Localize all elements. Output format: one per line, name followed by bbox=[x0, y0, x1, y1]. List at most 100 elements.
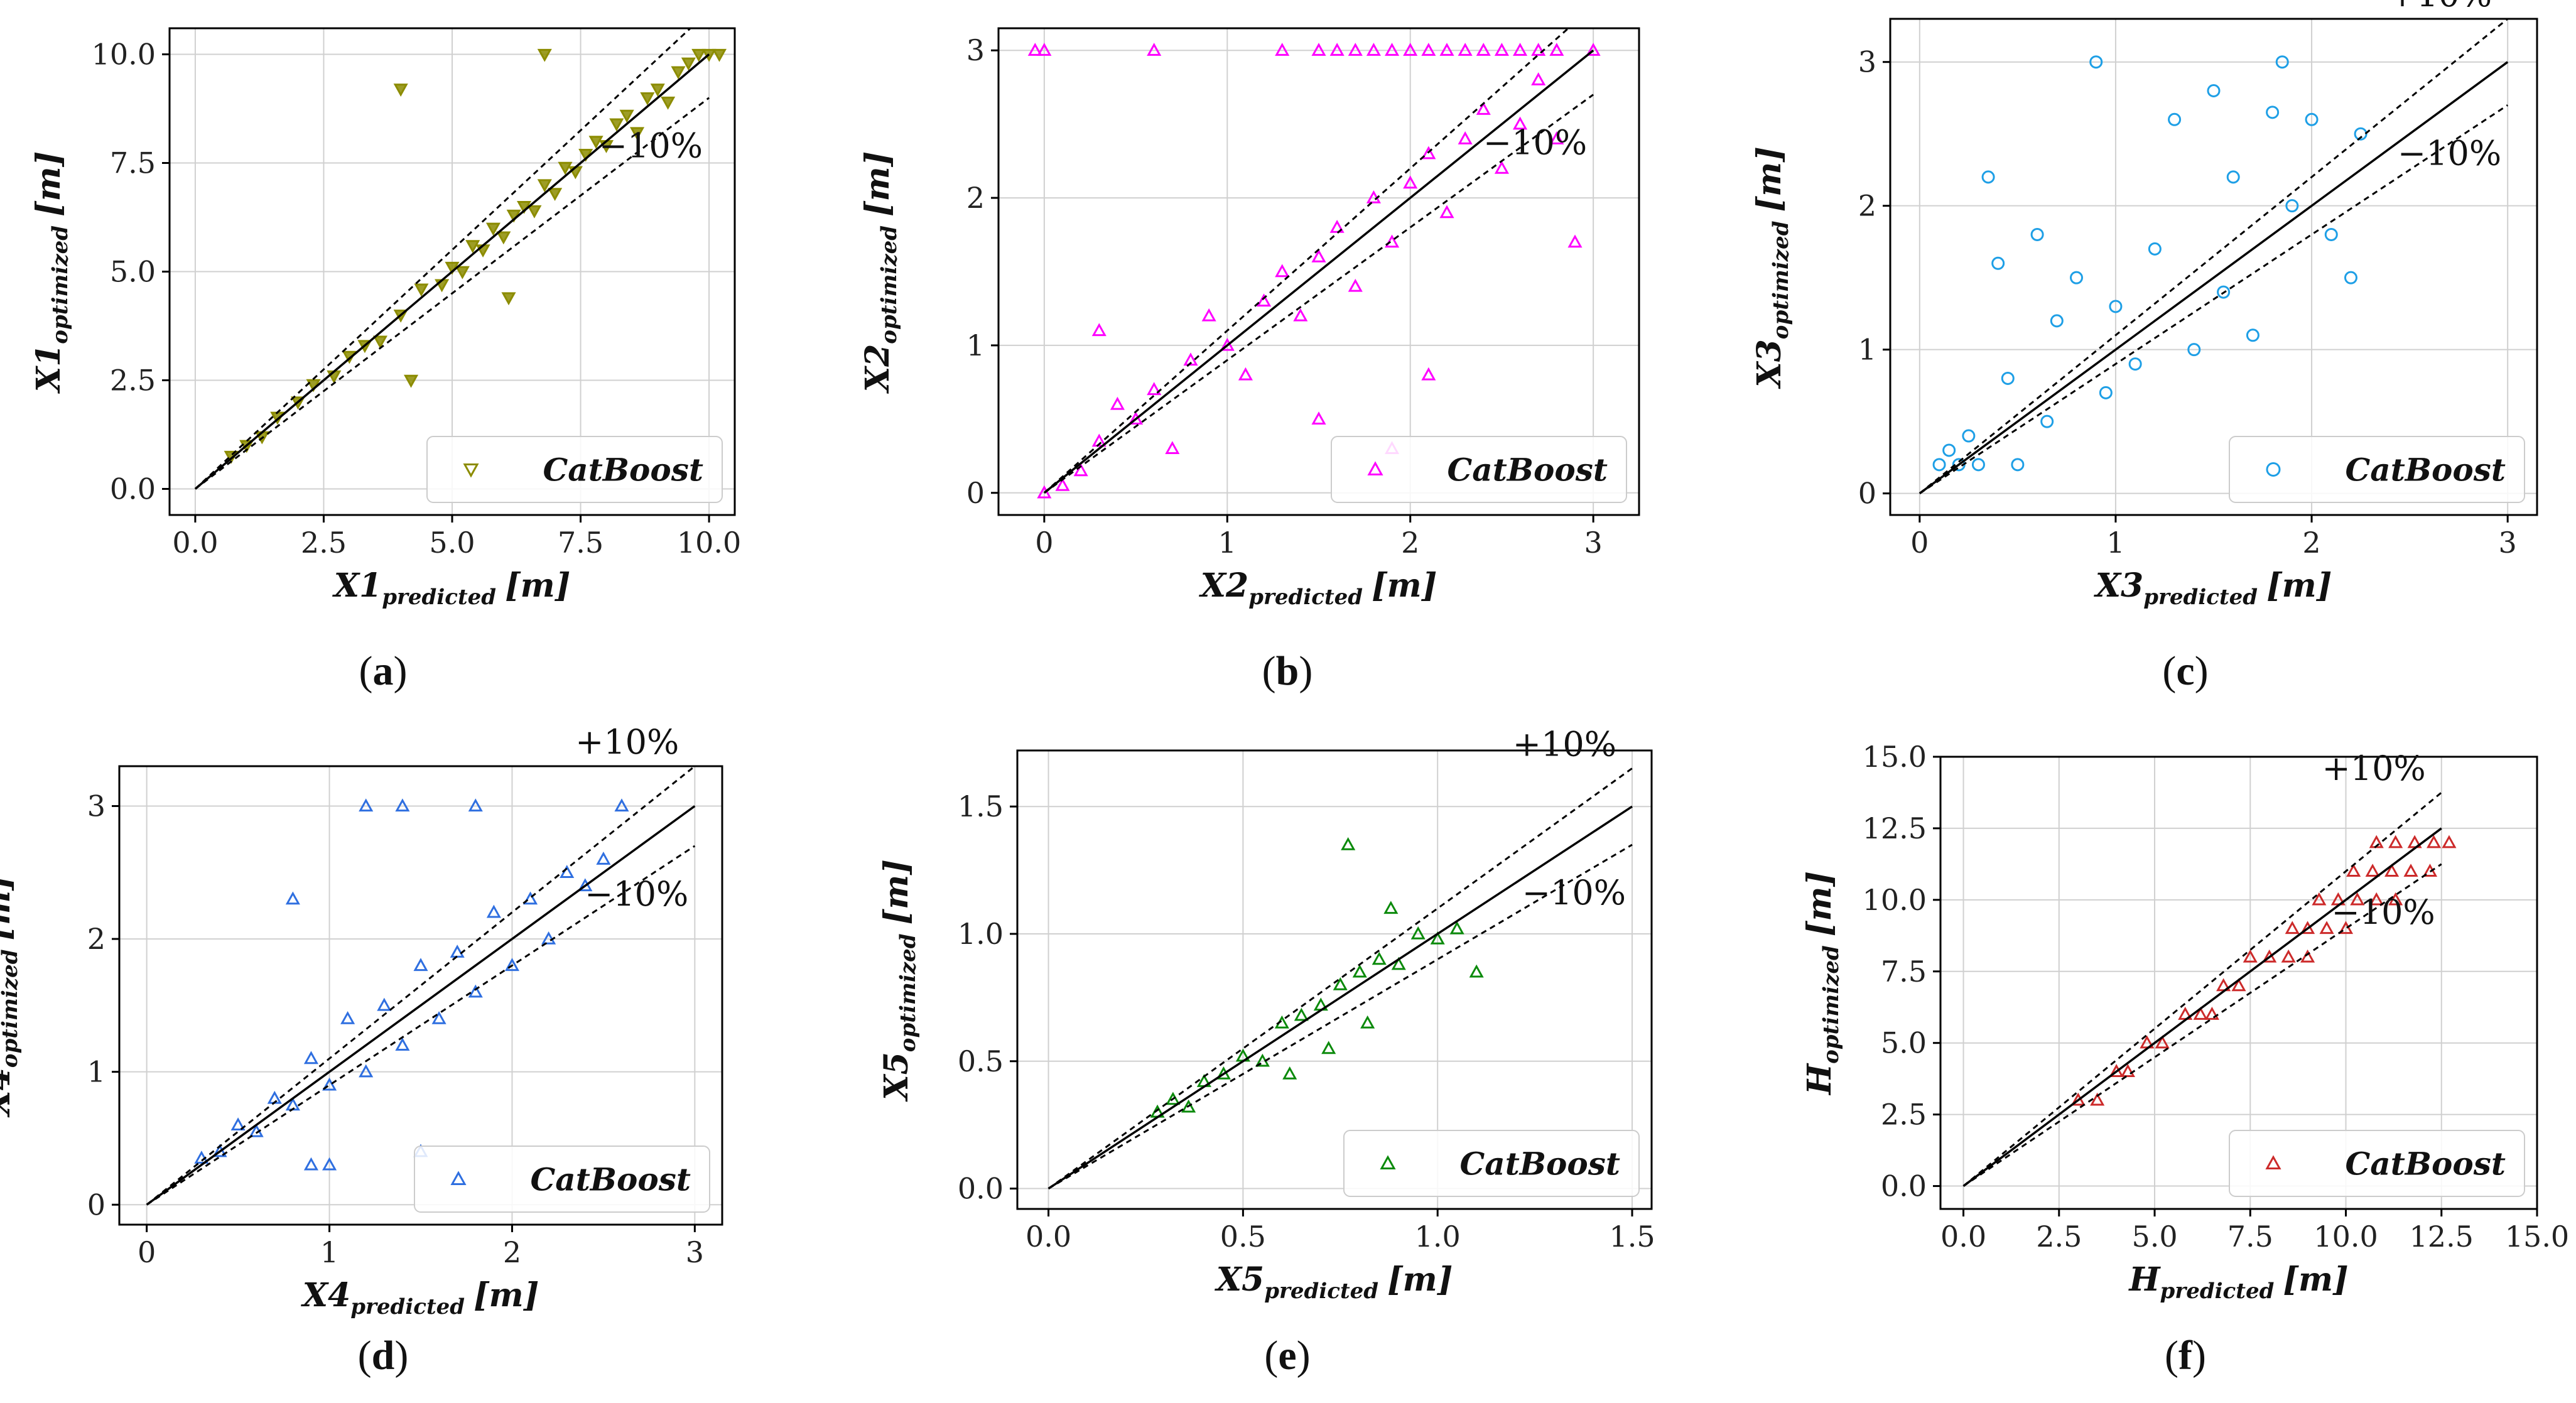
data-point bbox=[403, 374, 419, 388]
caption-letter: e bbox=[1278, 1333, 1296, 1379]
data-point bbox=[322, 1077, 337, 1091]
data-point bbox=[465, 240, 480, 254]
data-point bbox=[2011, 458, 2025, 472]
data-point bbox=[1494, 43, 1509, 56]
data-point bbox=[1110, 396, 1125, 410]
data-point bbox=[468, 984, 483, 998]
data-point bbox=[681, 57, 696, 71]
y-tick-label: 2 bbox=[966, 181, 985, 215]
data-point bbox=[1421, 43, 1436, 56]
data-point bbox=[2384, 864, 2400, 877]
data-point bbox=[431, 1010, 446, 1024]
y-axis-label: Hoptimized [m] bbox=[1800, 871, 1844, 1096]
data-point bbox=[1311, 249, 1326, 263]
identity-line bbox=[1962, 827, 2442, 1187]
panel-caption: (f) bbox=[2165, 1333, 2206, 1379]
data-point bbox=[1567, 234, 1583, 248]
minus-10-annotation: −10% bbox=[2331, 892, 2435, 932]
data-point bbox=[537, 48, 552, 62]
data-point bbox=[2030, 227, 2044, 241]
y-tick-label: 1 bbox=[87, 1055, 106, 1089]
data-point bbox=[661, 96, 676, 110]
y-tick-label: 2.5 bbox=[1881, 1098, 1927, 1132]
plus-10-line bbox=[1962, 791, 2442, 1187]
data-point bbox=[1421, 367, 1436, 381]
data-point bbox=[2324, 227, 2338, 241]
y-tick-label: 3 bbox=[966, 33, 985, 67]
caption-open-paren: ( bbox=[1264, 1333, 1278, 1379]
caption-open-paren: ( bbox=[359, 648, 373, 694]
data-point bbox=[1073, 463, 1088, 477]
y-tick-label: 3 bbox=[1858, 45, 1876, 79]
data-point bbox=[377, 997, 392, 1011]
data-point bbox=[1586, 43, 1601, 56]
data-point bbox=[1201, 308, 1216, 322]
data-point bbox=[1469, 964, 1484, 978]
data-point bbox=[609, 118, 624, 132]
y-tick-label: 1.5 bbox=[958, 789, 1004, 823]
identity-line bbox=[1918, 61, 2509, 495]
x-tick-label: 2 bbox=[503, 1235, 521, 1269]
x-axis-label-sub: predicted bbox=[382, 585, 496, 610]
data-point bbox=[2089, 55, 2103, 69]
y-tick-label: 1 bbox=[966, 328, 985, 362]
minus-10-line bbox=[1047, 843, 1633, 1189]
x-tick-label: 2 bbox=[1401, 526, 1419, 560]
data-point bbox=[1329, 43, 1345, 56]
data-point bbox=[1971, 458, 1985, 472]
x-tick-label: 2.5 bbox=[301, 526, 347, 560]
x-tick-label: 15.0 bbox=[2505, 1220, 2569, 1254]
data-point bbox=[2226, 170, 2240, 184]
caption-close-paren: ) bbox=[394, 1333, 408, 1379]
legend-marker bbox=[1380, 1155, 1396, 1169]
data-point bbox=[1531, 72, 1546, 85]
legend-marker bbox=[2265, 1155, 2281, 1169]
x-axis-label-unit: [m] bbox=[505, 566, 570, 605]
panel-b: 01230123X2predicted[m]X2optimized[m]+10%… bbox=[858, 0, 1640, 694]
data-point bbox=[1403, 175, 1418, 189]
x-axis-label: X1predicted [m] bbox=[332, 566, 571, 610]
x-axis-label-main: X1 bbox=[332, 566, 382, 605]
plus-10-annotation: +10% bbox=[2388, 0, 2492, 14]
data-point bbox=[2300, 921, 2315, 934]
plus-10-line bbox=[1918, 19, 2509, 494]
panel-caption: (a) bbox=[359, 648, 408, 694]
x-axis-label: Hpredicted [m] bbox=[2128, 1260, 2348, 1304]
y-tick-label: 3 bbox=[87, 789, 106, 823]
data-point bbox=[1531, 43, 1546, 56]
x-tick-label: 3 bbox=[1584, 526, 1603, 560]
data-point bbox=[2099, 386, 2113, 399]
data-point bbox=[1321, 1041, 1336, 1054]
data-point bbox=[1128, 411, 1144, 425]
identity-line bbox=[1047, 805, 1633, 1190]
data-point bbox=[1366, 43, 1381, 56]
panel-caption: (c) bbox=[2162, 648, 2208, 694]
data-point bbox=[1220, 337, 1235, 351]
data-point bbox=[527, 205, 542, 219]
x-tick-label: 0 bbox=[1910, 526, 1929, 560]
legend-box bbox=[426, 436, 723, 503]
data-point bbox=[2168, 112, 2182, 126]
data-point bbox=[1403, 43, 1418, 56]
data-point bbox=[1932, 458, 1946, 472]
x-axis-label-unit: [m] bbox=[474, 1276, 539, 1314]
data-point bbox=[1439, 205, 1454, 219]
plot-frame bbox=[997, 27, 1640, 516]
x-tick-label: 3 bbox=[686, 1235, 704, 1269]
data-point bbox=[1293, 308, 1308, 322]
minus-10-line bbox=[1918, 104, 2509, 494]
x-tick-label: 1 bbox=[2106, 526, 2124, 560]
caption-letter: d bbox=[372, 1333, 395, 1379]
data-point bbox=[1181, 1099, 1196, 1113]
minus-10-line bbox=[195, 97, 710, 490]
data-point bbox=[548, 188, 563, 202]
minus-10-annotation: −10% bbox=[585, 874, 688, 914]
plus-10-line bbox=[1043, 28, 1570, 494]
data-point bbox=[2305, 112, 2319, 126]
legend-box bbox=[1331, 436, 1627, 503]
x-tick-label: 12.5 bbox=[2410, 1220, 2474, 1254]
data-point bbox=[2001, 371, 2015, 385]
y-axis-label: X4optimized [m] bbox=[0, 875, 23, 1117]
